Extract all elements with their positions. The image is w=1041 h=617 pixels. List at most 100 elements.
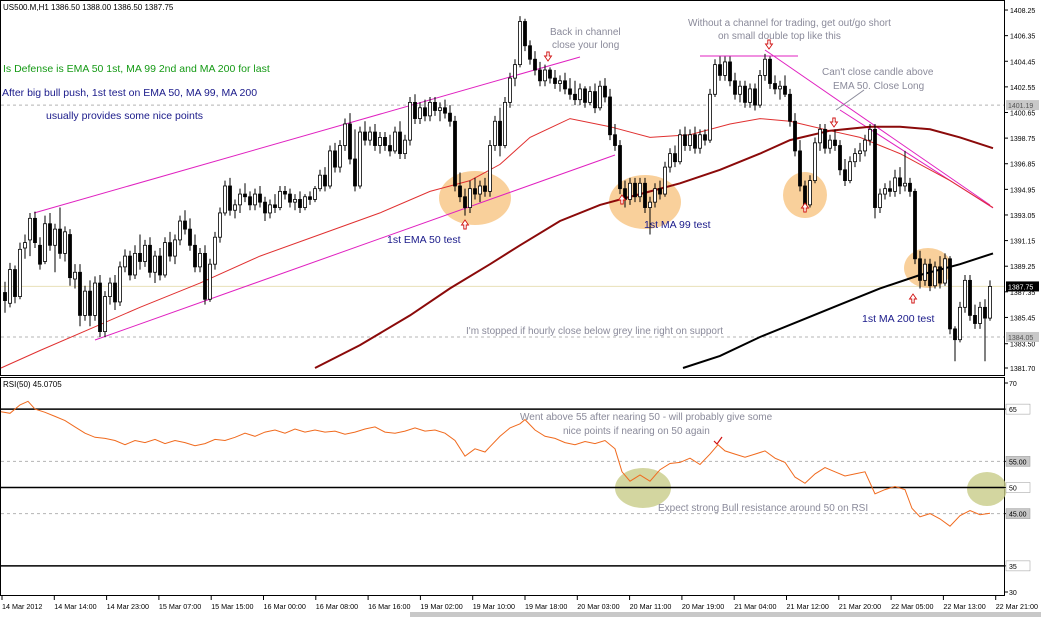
candlesticks [3,16,992,362]
candle-body-bull [663,166,667,195]
candle-body-bull [393,131,397,152]
down-arrow-icon [543,51,553,62]
candle-body-bear [888,188,892,192]
down-arrow-icon [829,117,839,128]
candle-body-bear [68,234,72,279]
candle-body-bear [188,228,192,246]
candle-body-bull [978,306,982,324]
candle [128,250,132,281]
candle-body-bull [43,223,47,262]
candle [828,134,832,154]
candle-body-bear [443,107,447,114]
candle [548,67,552,84]
price-tick-label: 1383.50 [1010,342,1035,349]
candle-body-bear [453,120,457,187]
candle [473,177,477,200]
price-tick-label: 1385.45 [1010,315,1035,322]
candle [83,285,87,321]
candle-body-bear [168,242,172,257]
candle-body-bear [148,244,152,273]
label-ema50-test: 1st EMA 50 test [387,234,461,246]
candle [468,180,472,213]
candle-body-bear [783,85,787,95]
candle [3,281,7,313]
candle [118,261,122,306]
rsi-highlight-circle [967,472,1007,506]
candle-body-bull [503,101,507,146]
time-tick-label: 19 Mar 10:00 [473,602,515,611]
candle-body-bear [733,80,737,95]
candle [718,56,722,81]
candle [498,107,502,157]
candle-body-bear [243,193,247,198]
candle [923,258,927,286]
candle-body-bear [548,69,552,79]
candle-body-bear [683,134,687,146]
candle [553,70,557,89]
down-arrow-icon [764,39,774,50]
candle-body-bear [398,131,402,155]
candle-body-bull [518,21,522,66]
price-tick-label: 1408.25 [1010,8,1035,15]
candle-body-bull [153,255,157,273]
candle [383,132,387,151]
price-tick-label: 1396.85 [1010,162,1035,169]
candle [788,88,792,127]
candle-body-bear [523,21,527,47]
candle-body-bear [918,258,922,281]
candle [308,191,312,205]
candle-body-bear [228,185,232,211]
candle [738,80,742,103]
rsi-tick-label: 50 [1009,486,1017,493]
candle [373,123,377,151]
right-axis-area [1005,0,1041,617]
candle [443,99,447,119]
candle-body-bull [678,134,682,163]
candle [63,226,67,262]
candle-body-bear [938,266,942,284]
label-ma200-test: 1st MA 200 test [862,313,934,325]
rsi-label-box [1005,456,1031,467]
candle [663,161,667,197]
candle [58,207,62,259]
candle [148,237,152,278]
candle [253,188,257,211]
candle [613,123,617,151]
candle-body-bull [628,182,632,200]
candle [883,183,887,200]
candle-body-bull [378,137,382,146]
note-rsi-points: nice points if nearing on 50 again [563,426,710,437]
candle [768,56,772,89]
candle [133,245,137,280]
label-ma99-test: 1st MA 99 test [644,219,711,231]
candle-body-bull [313,188,317,200]
candle [273,194,277,213]
candle [543,64,547,87]
candle-body-bull [698,134,702,149]
candle-body-bull [208,263,212,300]
time-tick-label: 16 Mar 00:00 [264,602,306,611]
candle [988,280,992,321]
candle [958,301,962,343]
candle [528,40,532,65]
candle-body-bear [968,279,972,316]
candle [858,142,862,162]
candle-body-bull [508,77,512,103]
price-label-text: 1387.75 [1008,284,1033,291]
candle-body-bull [53,228,57,246]
candle [903,150,907,192]
candle-body-bull [428,101,432,117]
candle-body-bear [263,201,267,214]
rsi-label-box [1005,508,1031,519]
candle [598,80,602,111]
candle-body-bear [633,182,637,198]
candle [423,99,427,122]
note-back-channel: Back in channel [550,27,621,38]
rsi-label-box [1005,560,1031,572]
candle-body-bull [943,258,947,284]
candle [708,88,712,143]
candle-body-bear [433,101,437,111]
candle-body-bull [118,266,122,303]
candle-body-bull [778,85,782,90]
time-tick-label: 14 Mar 2012 [2,602,42,611]
